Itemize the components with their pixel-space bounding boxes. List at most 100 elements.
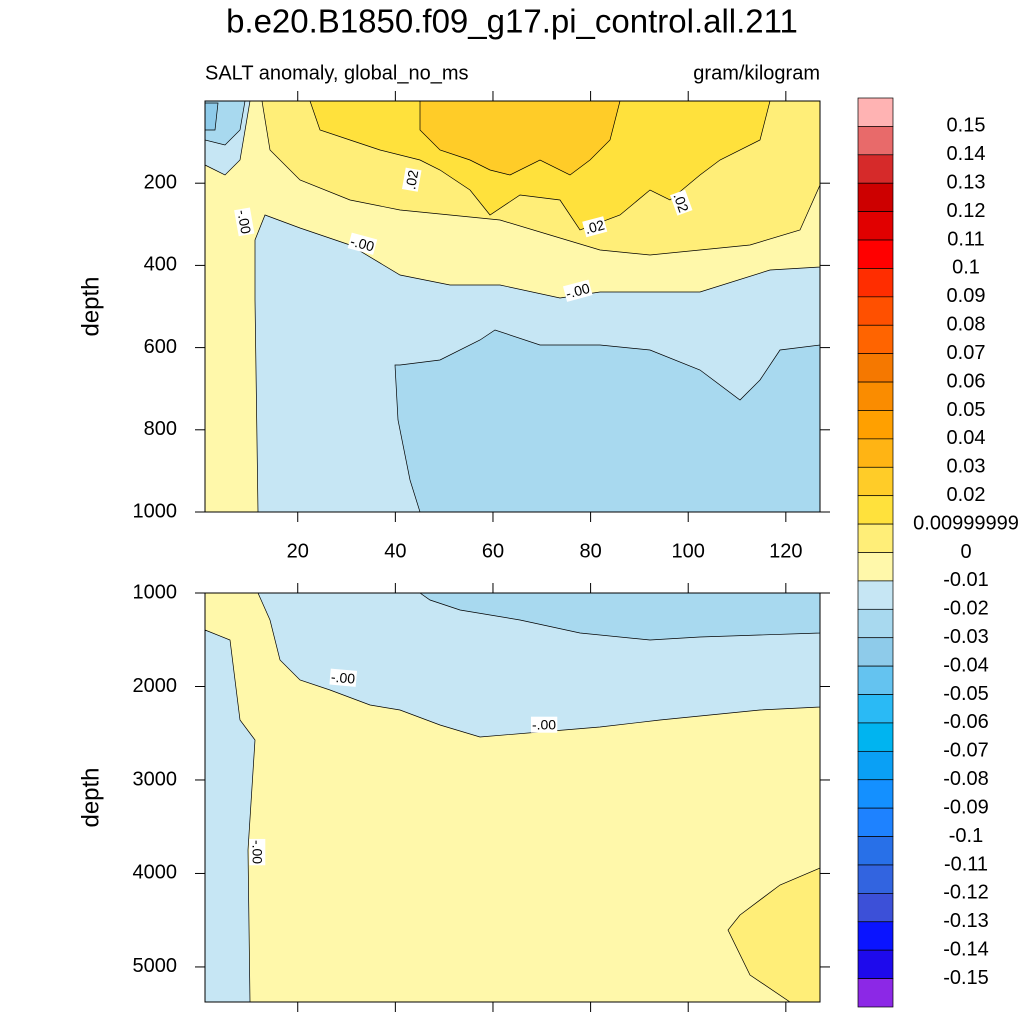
contour-label: -.00 [330, 669, 356, 687]
colorbar-box [857, 750, 894, 781]
colorbar-box [857, 949, 894, 979]
label-box [401, 167, 422, 192]
colorbar-label: -0.12 [943, 882, 989, 904]
y-axis-label: depth [77, 276, 104, 336]
x-tick-label: 100 [672, 540, 705, 562]
colorbar-box [857, 864, 894, 894]
colorbar-box [857, 324, 894, 355]
colorbar-box [857, 523, 894, 553]
colorbar-label: 0 [960, 541, 971, 563]
y-tick-label: 400 [144, 254, 177, 276]
colorbar-label: 0.13 [947, 172, 986, 194]
y-tick-label: 5000 [133, 955, 178, 977]
colorbar-label: 0.09 [947, 285, 986, 307]
colorbar-label: 0.11 [947, 228, 984, 250]
label-box [347, 232, 378, 255]
contour-label: -.00 [532, 717, 556, 733]
panel-bottom: -.00 -.00 -.00 [204, 592, 821, 1003]
colorbar-label: 0.08 [947, 314, 986, 336]
x-tick-label: 20 [287, 540, 309, 562]
colorbar-label: -0.11 [944, 853, 988, 875]
y-tick-label: 4000 [133, 862, 178, 884]
label-box [562, 279, 593, 302]
colorbar-label: -0.08 [943, 768, 989, 790]
colorbar-label: -0.07 [943, 740, 989, 762]
colorbar-box [857, 921, 894, 951]
colorbar-label: -0.1 [949, 825, 983, 847]
colorbar-box [857, 126, 894, 156]
colorbar-label: -0.06 [943, 711, 989, 733]
x-tick-label: 40 [384, 540, 406, 562]
colorbar-label: -0.04 [943, 654, 989, 676]
colorbar-label: -0.03 [943, 626, 989, 648]
panel-top: .02 -.00 .02 .02 -.00 -.00 [204, 100, 821, 513]
colorbar-box [857, 694, 894, 724]
y-tick-label: 1000 [133, 581, 178, 603]
subtitle-right: gram/kilogram [693, 62, 820, 84]
y-tick-label: 2000 [133, 675, 178, 697]
chart-title: b.e20.B1850.f09_g17.pi_control.all.211 [226, 3, 798, 40]
y-tick-label: 200 [144, 171, 177, 193]
colorbar-label: -0.02 [943, 598, 989, 620]
colorbar-box [857, 182, 894, 212]
colorbar-box [857, 239, 894, 269]
colorbar-box [857, 978, 894, 1008]
y-tick-label: 1000 [133, 500, 178, 522]
colorbar-box [857, 381, 894, 411]
colorbar-label: 0.14 [947, 143, 986, 165]
contour-label: .02 [402, 169, 421, 191]
colorbar-box [857, 466, 894, 497]
colorbar-box [857, 836, 894, 866]
contour-label: .02 [670, 191, 692, 215]
colorbar-box [857, 97, 894, 127]
colorbar-label: -0.13 [943, 910, 989, 932]
colorbar-label: 0.00999999 [913, 512, 1019, 534]
contour-label: -.00 [349, 233, 377, 255]
plot-frame [204, 592, 821, 1003]
contour-label: -.00 [249, 840, 265, 864]
label-box [234, 207, 255, 237]
subtitle-left: SALT anomaly, global_no_ms [205, 62, 469, 84]
colorbar-box [857, 495, 894, 525]
colorbar-box [857, 893, 894, 923]
contour-label: -.00 [234, 209, 254, 236]
region [419, 100, 621, 176]
contour-label: .02 [583, 216, 606, 237]
colorbar-box [857, 807, 894, 837]
y-tick-label: 800 [144, 418, 177, 440]
label-box [530, 716, 558, 733]
colorbar-box [857, 410, 894, 440]
colorbar-box [857, 665, 894, 695]
colorbar-label: 0.04 [947, 427, 986, 449]
colorbar-box [857, 580, 894, 610]
colorbar-box [857, 637, 894, 667]
colorbar-box [857, 211, 894, 241]
colorbar-label: 0.03 [947, 456, 986, 478]
colorbar-label: -0.09 [943, 796, 989, 818]
y-tick-label: 600 [144, 336, 177, 358]
colorbar-label: 0.12 [947, 200, 986, 222]
colorbar-box [857, 552, 894, 582]
y-axis-label: depth [77, 767, 104, 827]
colorbar-box [857, 779, 894, 809]
colorbar-box [857, 296, 894, 326]
colorbar-box [857, 353, 894, 383]
colorbar-box [857, 154, 894, 184]
y-tick-label: 3000 [133, 768, 178, 790]
colorbar-label: 0.05 [947, 399, 986, 421]
colorbar-label: 0.15 [947, 115, 986, 137]
region [394, 329, 821, 513]
colorbar-label: -0.05 [943, 683, 989, 705]
colorbar-label: -0.01 [943, 569, 989, 591]
colorbar-label: 0.02 [947, 484, 986, 506]
contour-label: -.00 [564, 280, 592, 302]
label-box [670, 189, 693, 216]
label-box [329, 668, 358, 687]
colorbar-box [857, 722, 894, 752]
colorbar-label: -0.14 [943, 938, 989, 960]
x-tick-label: 60 [482, 540, 504, 562]
colorbar-box [857, 438, 894, 468]
label-box [249, 838, 266, 866]
colorbar-label: 0.06 [947, 370, 986, 392]
